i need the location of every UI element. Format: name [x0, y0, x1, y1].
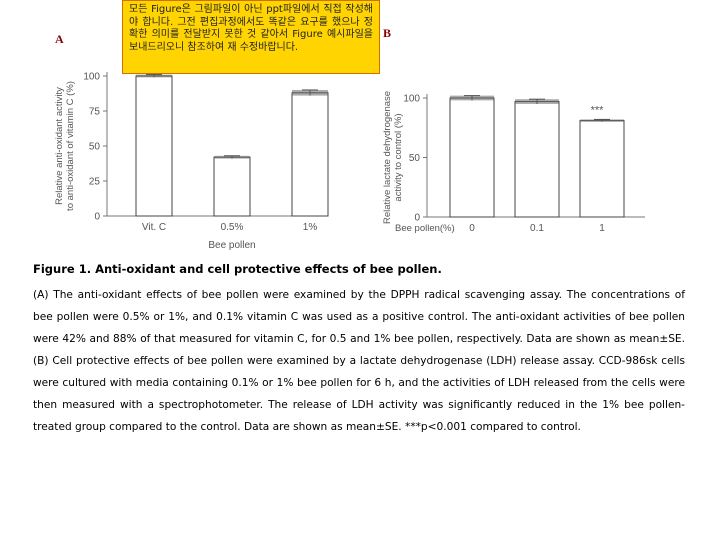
a-error-band: [214, 155, 250, 159]
chart-a-antioxidant: 0 25 50 75 100 Vit. C 0.5% 1% Relative anti-oxid…: [54, 72, 329, 251]
figure-caption: Figure 1. Anti-oxidant and cell protecti…: [33, 262, 685, 438]
a-y-tick-label: 100: [83, 72, 100, 83]
chart-a-bars: [135, 74, 329, 217]
b-x-tick-label: 1: [599, 223, 605, 234]
a-x-tick-label: 0.5%: [221, 222, 244, 233]
b-x-tick-label: 0: [469, 223, 475, 234]
a-y-tick-label: 75: [89, 107, 101, 118]
b-y-axis-title-line2: activity to control (%): [393, 113, 404, 201]
chart-b-ldh: 0 50 100 0 0.1 1 Relative lactate dehydrogenas…: [382, 91, 645, 234]
caption-title: Figure 1. Anti-oxidant and cell protecti…: [33, 262, 442, 276]
b-error-band: [580, 119, 624, 122]
b-y-axis-title: Relative lactate dehydrogenase: [382, 91, 393, 224]
b-y-tick-label: 0: [414, 213, 420, 224]
chart-a-labels: 0 25 50 75 100 Vit. C 0.5% 1% Relative anti-oxid…: [54, 72, 317, 252]
b-significance-mark: ***: [591, 104, 605, 116]
b-y-tick-label: 100: [403, 94, 420, 105]
b-bar: [514, 101, 560, 218]
caption-body: (A) The anti-oxidant effects of bee poll…: [33, 289, 685, 433]
a-bar: [291, 92, 329, 217]
a-y-tick-label: 50: [89, 142, 101, 153]
a-error-band: [292, 90, 328, 96]
b-error-band: [450, 95, 494, 101]
a-bar: [135, 75, 173, 217]
editor-note: 모든 Figure은 그림파일이 아닌 ppt파일에서 직접 작성해야 합니다.…: [122, 0, 380, 74]
chart-a-axes: [103, 72, 315, 217]
a-y-axis-title: Relative anti-oxidant activity: [54, 87, 65, 205]
panel-b-label: B: [383, 26, 392, 40]
chart-b-labels: 0 50 100 0 0.1 1 Relative lactate dehydrogenas…: [382, 91, 605, 234]
a-y-tick-label: 0: [94, 212, 100, 223]
b-x-axis-prefix: Bee pollen(%): [395, 223, 455, 234]
b-error-band: [515, 99, 559, 104]
a-error-band: [136, 74, 172, 78]
b-x-tick-label: 0.1: [530, 223, 544, 234]
b-bar: [579, 120, 625, 218]
a-x-tick-label: 1%: [303, 222, 318, 233]
a-y-axis-title-line2: to anti-oxidant of vitamin C (%): [65, 81, 76, 211]
a-x-tick-label: Vit. C: [142, 222, 166, 233]
b-y-tick-label: 50: [409, 153, 421, 164]
a-bar: [213, 156, 251, 217]
a-y-tick-label: 25: [89, 177, 101, 188]
panel-a-label: A: [55, 32, 64, 46]
chart-b-bars: [449, 95, 625, 218]
b-bar: [449, 97, 495, 218]
a-x-axis-title: Bee pollen: [208, 240, 255, 251]
